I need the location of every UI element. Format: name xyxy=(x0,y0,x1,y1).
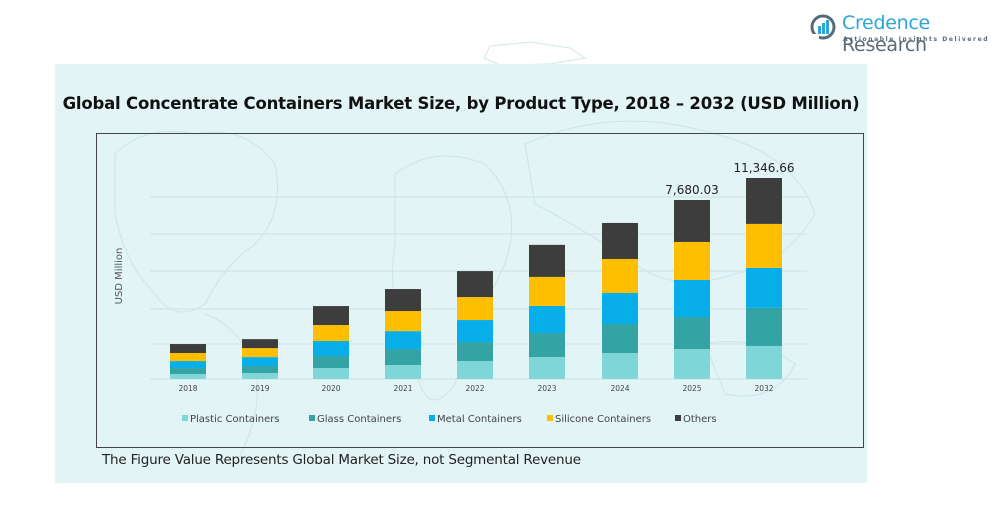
x-tick-label: 2019 xyxy=(250,384,269,393)
bar-segment-plastic-containers-2021 xyxy=(385,365,421,379)
bar-segment-glass-containers-2023 xyxy=(529,332,565,357)
map-outline-decoration xyxy=(483,41,587,66)
bar-stack-2021 xyxy=(385,289,421,379)
bar-segment-plastic-containers-2018 xyxy=(170,373,206,379)
x-tick-label: 2023 xyxy=(537,384,556,393)
x-tick-label: 2032 xyxy=(754,384,773,393)
bar-stack-2022 xyxy=(457,271,493,379)
x-tick-label: 2018 xyxy=(178,384,197,393)
legend-item-others: Others xyxy=(675,414,717,425)
bar-segment-metal-containers-2018 xyxy=(170,361,206,369)
legend-item-silicone-containers: Silicone Containers xyxy=(547,414,651,425)
legend-label: Metal Containers xyxy=(437,414,522,425)
brand-name-part1: Credence xyxy=(842,12,930,34)
legend-item-glass-containers: Glass Containers xyxy=(309,414,401,425)
legend-label: Others xyxy=(683,414,717,425)
stacked-bar-chart: 2018 2019 2020 2021 2022 2023 2024 2025 2032 7,6… xyxy=(114,161,807,425)
credence-research-logo: Credence Research Actionable Insights De… xyxy=(806,8,996,56)
bar-segment-silicone-containers-2024 xyxy=(602,258,638,293)
brand-name-part2: Research xyxy=(842,34,927,56)
x-tick-labels: 2018 2019 2020 2021 2022 2023 2024 2025 2032 xyxy=(178,384,773,393)
bars xyxy=(170,178,782,379)
bar-stack-2023 xyxy=(529,244,565,379)
bar-chart-logo-icon xyxy=(810,14,836,40)
bar-segment-plastic-containers-2020 xyxy=(313,368,349,379)
bar-segment-plastic-containers-2022 xyxy=(457,361,493,379)
bar-segment-others-2021 xyxy=(385,289,421,312)
x-tick-label: 2022 xyxy=(465,384,484,393)
bar-stack-2018 xyxy=(170,344,206,379)
bar-segment-glass-containers-2018 xyxy=(170,368,206,374)
bar-segment-plastic-containers-2032 xyxy=(746,345,782,379)
bar-segment-silicone-containers-2021 xyxy=(385,311,421,332)
chart-frame xyxy=(96,133,864,448)
bar-segment-metal-containers-2022 xyxy=(457,320,493,343)
bar-segment-others-2019 xyxy=(242,339,278,349)
bar-segment-silicone-containers-2020 xyxy=(313,325,349,342)
bar-stack-2025 xyxy=(674,200,710,379)
legend-item-metal-containers: Metal Containers xyxy=(429,414,522,425)
legend-swatch xyxy=(547,415,553,421)
bar-segment-metal-containers-2020 xyxy=(313,341,349,357)
bar-stack-2032 xyxy=(746,178,782,379)
bar-segment-metal-containers-2024 xyxy=(602,292,638,324)
bar-segment-metal-containers-2019 xyxy=(242,357,278,367)
bar-segment-plastic-containers-2019 xyxy=(242,373,278,379)
bar-segment-metal-containers-2021 xyxy=(385,331,421,350)
total-label-2032: 11,346.66 xyxy=(733,161,794,175)
chart-panel: Global Concentrate Containers Market Siz… xyxy=(55,64,867,483)
bar-segment-glass-containers-2025 xyxy=(674,317,710,350)
bar-stack-2024 xyxy=(602,222,638,379)
bar-segment-others-2032 xyxy=(746,178,782,224)
bar-segment-others-2024 xyxy=(602,222,638,259)
bar-segment-silicone-containers-2018 xyxy=(170,353,206,362)
x-tick-label: 2020 xyxy=(321,384,340,393)
bar-segment-metal-containers-2025 xyxy=(674,279,710,318)
legend-swatch xyxy=(182,415,188,421)
x-tick-label: 2025 xyxy=(682,384,701,393)
brand-name: Credence Research xyxy=(842,12,996,56)
legend-label: Silicone Containers xyxy=(555,414,651,425)
legend-label: Plastic Containers xyxy=(190,414,280,425)
bar-segment-plastic-containers-2023 xyxy=(529,356,565,379)
bar-segment-others-2022 xyxy=(457,271,493,298)
bar-segment-silicone-containers-2025 xyxy=(674,241,710,280)
bar-stack-2019 xyxy=(242,339,278,379)
bar-segment-silicone-containers-2019 xyxy=(242,348,278,358)
bar-segment-silicone-containers-2032 xyxy=(746,223,782,268)
bar-segment-silicone-containers-2022 xyxy=(457,297,493,321)
total-annotations: 7,680.03 11,346.66 xyxy=(665,161,794,197)
y-axis-label: USD Million xyxy=(114,248,125,305)
bar-segment-glass-containers-2019 xyxy=(242,366,278,374)
bar-segment-silicone-containers-2023 xyxy=(529,276,565,306)
bar-segment-plastic-containers-2024 xyxy=(602,353,638,379)
bar-segment-others-2025 xyxy=(674,200,710,242)
x-tick-label: 2024 xyxy=(610,384,629,393)
bar-segment-metal-containers-2032 xyxy=(746,267,782,308)
x-tick-label: 2021 xyxy=(393,384,412,393)
legend-swatch xyxy=(309,415,315,421)
bar-segment-others-2023 xyxy=(529,244,565,277)
legend-item-plastic-containers: Plastic Containers xyxy=(182,414,280,425)
bar-segment-glass-containers-2024 xyxy=(602,323,638,354)
brand-tagline: Actionable Insights Delivered xyxy=(843,36,990,43)
legend-swatch xyxy=(429,415,435,421)
total-label-2025: 7,680.03 xyxy=(665,183,718,197)
chart-title: Global Concentrate Containers Market Siz… xyxy=(62,94,860,113)
legend: Plastic Containers Glass Containers Metal … xyxy=(182,414,717,425)
bar-segment-glass-containers-2032 xyxy=(746,307,782,346)
legend-label: Glass Containers xyxy=(317,414,401,425)
bar-segment-metal-containers-2023 xyxy=(529,305,565,333)
bar-stack-2020 xyxy=(313,306,349,379)
legend-swatch xyxy=(675,415,681,421)
bar-segment-glass-containers-2020 xyxy=(313,356,349,369)
bar-segment-glass-containers-2022 xyxy=(457,342,493,362)
bar-segment-others-2020 xyxy=(313,306,349,326)
footnote: The Figure Value Represents Global Marke… xyxy=(102,452,581,468)
bar-segment-others-2018 xyxy=(170,344,206,354)
bar-segment-plastic-containers-2025 xyxy=(674,349,710,379)
bar-segment-glass-containers-2021 xyxy=(385,349,421,366)
